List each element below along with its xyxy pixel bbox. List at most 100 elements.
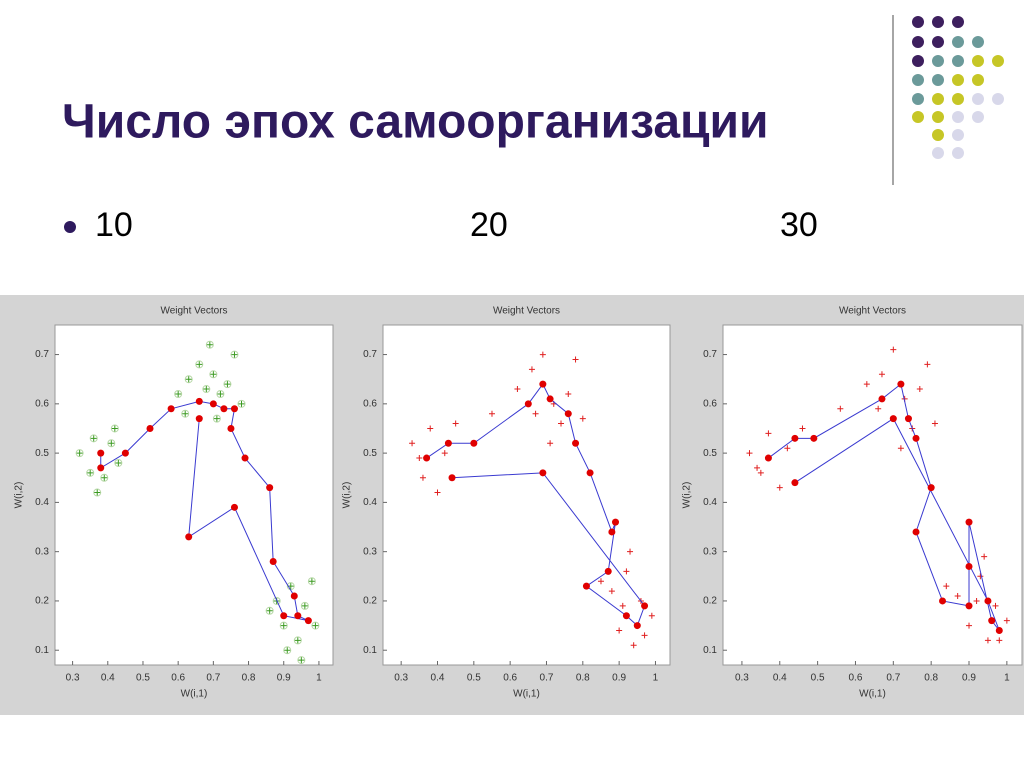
x-tick-label: 1 [316,673,322,684]
marker-plus [897,445,904,452]
marker-ring [297,656,306,665]
input-point [875,405,882,412]
marker-plus [966,622,973,629]
input-point [597,578,604,585]
x-tick-label: 0.4 [773,673,787,684]
neuron [641,602,649,610]
y-tick-label: 0.5 [35,448,49,459]
marker-ring [195,360,204,369]
x-axis-label: W(i,1) [859,689,886,700]
input-point [608,588,615,595]
x-tick-label: 1 [653,673,659,684]
marker-plus [954,593,961,600]
input-point [954,593,961,600]
neuron [889,415,897,423]
input-point [623,568,630,575]
marker-plus [754,464,761,471]
neuron [195,397,203,405]
x-tick-label: 0.5 [136,673,150,684]
neuron [230,405,238,413]
neuron [633,622,641,630]
input-point [307,577,316,586]
neuron [586,469,594,477]
y-tick-label: 0.3 [35,546,49,557]
x-tick-label: 0.3 [735,673,749,684]
y-tick-label: 0.2 [703,596,717,607]
marker-ring [93,488,102,497]
neuron [995,627,1003,635]
y-tick-label: 0.1 [363,645,377,656]
marker-plus [627,548,634,555]
input-point [547,440,554,447]
chart: Weight Vectors W(i,1) W(i,2) 0.3 0.4 0.5 0.6 0.… [14,306,334,700]
x-tick-label: 0.9 [612,673,626,684]
marker-plus [878,371,885,378]
plot-area [54,324,334,666]
x-axis-label: W(i,1) [513,689,540,700]
marker-plus [924,361,931,368]
marker-plus [532,410,539,417]
neuron [939,597,947,605]
input-point [799,425,806,432]
y-tick-label: 0.4 [703,497,717,508]
neuron [904,415,912,423]
input-point [416,455,423,462]
y-tick-label: 0.7 [703,349,717,360]
bullet-text: 30 [780,206,818,244]
marker-plus [185,376,192,383]
marker-plus [217,390,224,397]
marker-plus [224,381,231,388]
marker-plus [434,489,441,496]
bullet-text: 10 [95,206,133,244]
marker-plus [616,627,623,634]
marker-ring [205,340,214,349]
input-point [924,361,931,368]
input-point [627,548,634,555]
input-point [427,425,434,432]
input-point [528,366,535,373]
marker-plus [441,450,448,457]
input-point [765,430,772,437]
input-point [916,386,923,393]
input-point [452,420,459,427]
input-point [616,627,623,634]
marker-plus [558,420,565,427]
input-point [514,386,521,393]
input-point [110,424,119,433]
y-tick-label: 0.5 [703,448,717,459]
neuron [195,415,203,423]
neuron [539,469,547,477]
marker-ring [202,385,211,394]
input-point [86,468,95,477]
marker-plus [981,553,988,560]
input-point [89,434,98,443]
marker-plus [312,622,319,629]
neuron [622,612,630,620]
marker-ring [174,389,183,398]
marker-plus [776,484,783,491]
marker-ring [107,439,116,448]
marker-plus [746,450,753,457]
input-point [237,399,246,408]
x-tick-label: 0.5 [467,673,481,684]
marker-ring [181,409,190,418]
neuron [241,454,249,462]
bullet [64,221,76,233]
marker-plus [977,573,984,580]
input-point [558,420,565,427]
marker-plus [973,597,980,604]
neuron [564,410,572,418]
marker-plus [409,440,416,447]
x-tick-label: 0.8 [576,673,590,684]
marker-plus [294,637,301,644]
input-point [488,410,495,417]
neuron [280,612,288,620]
neuron [448,474,456,482]
marker-ring [114,458,123,467]
input-point [107,439,116,448]
marker-plus [619,602,626,609]
marker-plus [76,450,83,457]
x-tick-label: 0.3 [66,673,80,684]
marker-plus [203,386,210,393]
